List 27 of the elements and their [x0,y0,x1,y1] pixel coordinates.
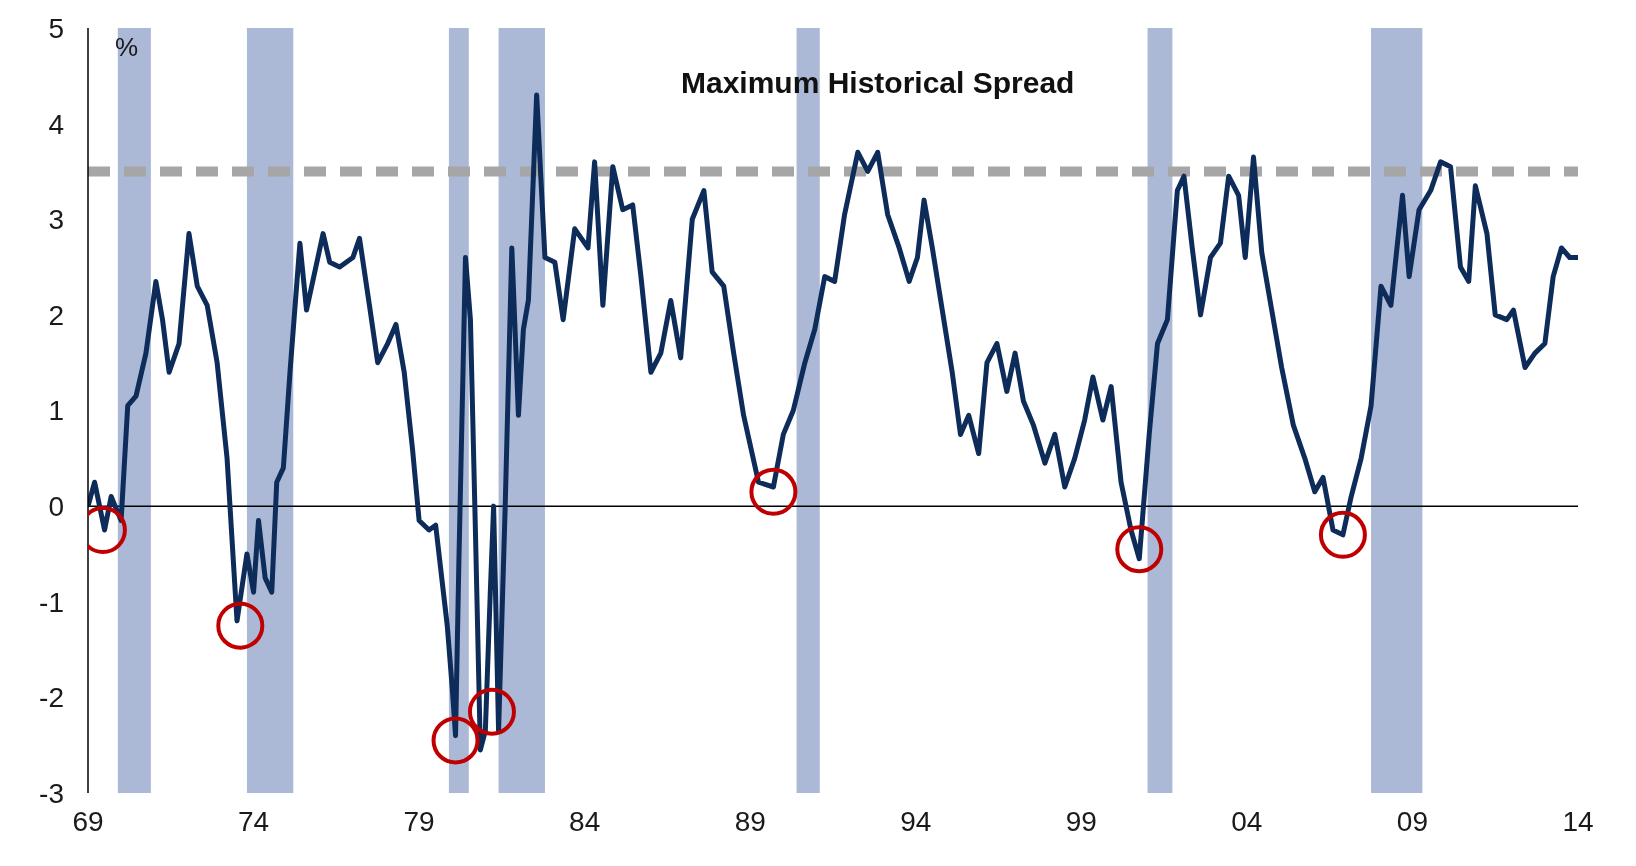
point [216,601,265,650]
y-tick-label: 4 [48,108,64,140]
y-tick-label: 5 [48,12,64,44]
point [1318,510,1367,559]
x-tick-label: 89 [734,805,766,837]
point [749,467,798,516]
y-tick-label: 1 [48,395,64,427]
x-tick-label: 84 [569,805,601,837]
y-tick-label: 0 [48,491,64,523]
x-tick-label: 79 [403,805,435,837]
y-tick-label: -1 [39,586,64,618]
x-tick-label: 74 [237,805,270,837]
point [467,687,516,736]
y-tick-label: 2 [48,299,64,331]
ref-line-label: Maximum Historical Spread [680,65,1075,99]
x-tick-label: 14 [1562,805,1594,837]
point [431,716,480,765]
x-tick-label: 99 [1065,805,1097,837]
x-tick-label: 09 [1396,805,1429,837]
point [1115,525,1164,574]
x-tick-label: 69 [72,805,104,837]
y-tick-label: 3 [48,204,64,236]
x-tick-label: 94 [900,805,932,837]
y-tick-label: -3 [39,777,64,809]
y-axis-title: % [114,32,138,63]
y-tick-label: -2 [39,682,64,714]
x-tick-label: 04 [1231,805,1263,837]
